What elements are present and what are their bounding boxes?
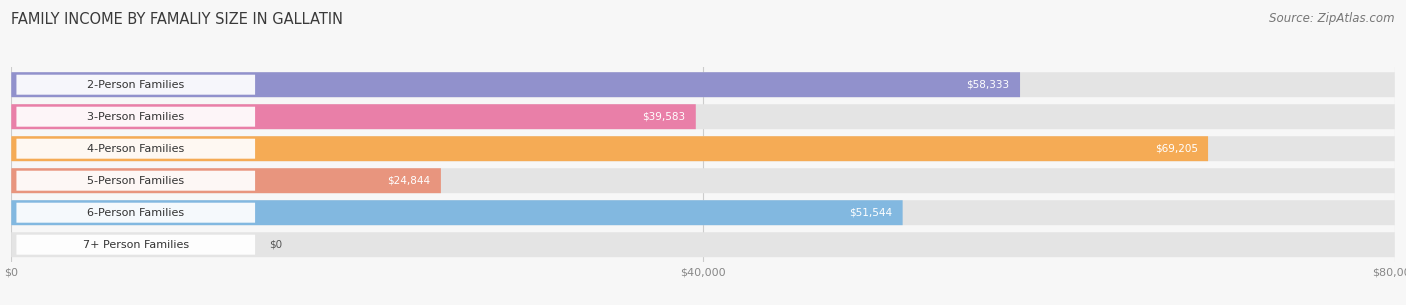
FancyBboxPatch shape — [11, 104, 696, 129]
FancyBboxPatch shape — [11, 104, 1395, 129]
FancyBboxPatch shape — [17, 235, 254, 255]
Text: Source: ZipAtlas.com: Source: ZipAtlas.com — [1270, 12, 1395, 25]
Text: 5-Person Families: 5-Person Families — [87, 176, 184, 186]
FancyBboxPatch shape — [11, 200, 1395, 225]
FancyBboxPatch shape — [17, 171, 254, 191]
Text: 2-Person Families: 2-Person Families — [87, 80, 184, 90]
Text: $58,333: $58,333 — [966, 80, 1010, 90]
FancyBboxPatch shape — [11, 72, 1395, 97]
Text: 4-Person Families: 4-Person Families — [87, 144, 184, 154]
Text: FAMILY INCOME BY FAMALIY SIZE IN GALLATIN: FAMILY INCOME BY FAMALIY SIZE IN GALLATI… — [11, 12, 343, 27]
FancyBboxPatch shape — [11, 136, 1395, 161]
Text: 3-Person Families: 3-Person Families — [87, 112, 184, 122]
FancyBboxPatch shape — [11, 168, 441, 193]
Text: $51,544: $51,544 — [849, 208, 893, 218]
FancyBboxPatch shape — [17, 75, 254, 95]
Text: $39,583: $39,583 — [643, 112, 685, 122]
FancyBboxPatch shape — [11, 136, 1208, 161]
Text: $0: $0 — [269, 240, 283, 250]
FancyBboxPatch shape — [11, 72, 1019, 97]
FancyBboxPatch shape — [17, 139, 254, 159]
Text: $69,205: $69,205 — [1154, 144, 1198, 154]
FancyBboxPatch shape — [11, 168, 1395, 193]
FancyBboxPatch shape — [17, 203, 254, 223]
Text: $24,844: $24,844 — [388, 176, 430, 186]
FancyBboxPatch shape — [17, 107, 254, 127]
FancyBboxPatch shape — [11, 232, 1395, 257]
Text: 6-Person Families: 6-Person Families — [87, 208, 184, 218]
FancyBboxPatch shape — [11, 200, 903, 225]
Text: 7+ Person Families: 7+ Person Families — [83, 240, 188, 250]
